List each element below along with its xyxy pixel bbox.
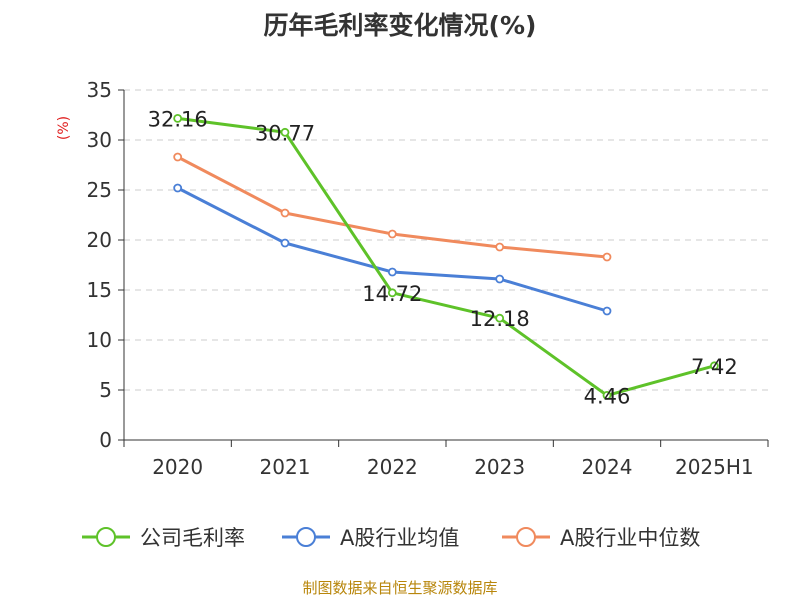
data-label: 30.77 [255,121,315,145]
data-point [173,183,183,193]
y-tick-label: 15 [87,278,112,302]
x-tick-label: 2022 [367,455,418,479]
data-label: 12.18 [470,307,530,331]
y-axis-unit: (%) [56,116,72,140]
legend-label: A股行业中位数 [560,526,700,550]
y-tick-label: 20 [87,228,112,252]
legend-marker [296,527,316,547]
legend-marker [96,527,116,547]
data-point [602,306,612,316]
x-tick-label: 2024 [582,455,633,479]
x-tick-label: 2021 [260,455,311,479]
data-point [495,274,505,284]
data-point [280,238,290,248]
data-label: 14.72 [362,282,422,306]
data-point [173,152,183,162]
legend: 公司毛利率 A股行业均值 A股行业中位数 [82,526,700,550]
series-line [176,155,608,259]
legend-label: A股行业均值 [340,526,459,550]
data-label: 4.46 [584,384,631,408]
data-point [495,242,505,252]
chart-title: 历年毛利率变化情况(%) [263,11,537,40]
legend-marker [516,527,536,547]
x-tick-label: 2025H1 [675,455,754,479]
axes: 0 5 10 15 20 25 30 35 2020 2021 2022 2023 2024 2025H1… [56,78,769,479]
data-labels: 32.16 30.77 14.72 12.18 4.46 7.42 [148,107,738,408]
y-tick-label: 30 [87,128,112,152]
series-lines [173,114,719,400]
x-tick-label: 2023 [474,455,525,479]
data-point [173,114,183,123]
y-tick-label: 10 [87,328,112,352]
data-point [387,229,397,239]
series-line [177,116,715,397]
data-label: 32.16 [148,107,208,131]
data-point [280,127,290,137]
data-point [709,361,719,371]
y-tick-label: 0 [99,428,112,452]
data-point [602,252,612,262]
data-point [387,288,397,298]
data-point [387,267,397,277]
data-point [280,208,290,218]
y-tick-label: 25 [87,178,112,202]
source-note: 制图数据来自恒生聚源数据库 [302,579,498,597]
data-point [495,313,505,323]
data-point [602,390,612,400]
data-label: 7.42 [691,355,738,379]
y-tick-label: 35 [87,78,112,102]
y-tick-label: 5 [99,378,112,402]
x-tick-label: 2020 [152,455,203,479]
legend-label: 公司毛利率 [140,526,245,550]
